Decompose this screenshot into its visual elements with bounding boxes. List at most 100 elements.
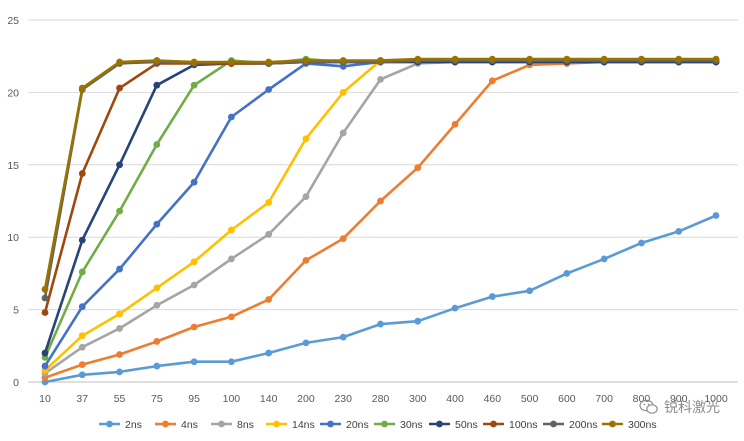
x-tick-label: 900 [670, 393, 688, 405]
data-point [414, 164, 422, 172]
data-point [638, 55, 645, 63]
data-point [302, 135, 310, 143]
y-tick-label: 10 [7, 232, 19, 244]
legend-label: 20ns [346, 419, 369, 431]
series-line [43, 59, 718, 300]
data-point [563, 55, 571, 63]
data-point [377, 75, 384, 83]
data-point [675, 228, 683, 235]
data-point [78, 361, 86, 369]
x-tick-label: 230 [334, 393, 352, 405]
x-tick-label: 37 [76, 393, 88, 405]
legend-label: 14ns [292, 419, 315, 431]
data-point [153, 284, 161, 292]
data-point [153, 301, 161, 309]
series-200ns [41, 57, 720, 302]
x-tick-label: 300 [409, 393, 427, 405]
x-tick-label: 75 [151, 393, 163, 405]
data-point [526, 55, 534, 63]
series-50ns [41, 58, 720, 357]
data-point [116, 368, 123, 376]
data-point [153, 141, 161, 148]
data-point [600, 255, 608, 263]
data-point [190, 281, 198, 289]
data-point [190, 58, 198, 66]
data-point [116, 84, 123, 92]
data-point [78, 84, 86, 92]
data-point [78, 268, 86, 276]
data-point [302, 256, 310, 264]
series-100ns [41, 57, 720, 316]
data-point [488, 55, 496, 63]
legend-marker [162, 420, 169, 428]
data-point [227, 58, 235, 66]
x-tick-label: 1000 [704, 393, 728, 405]
data-point [41, 349, 49, 357]
data-point [41, 362, 49, 370]
data-point [78, 170, 86, 177]
data-point [227, 358, 235, 366]
data-point [153, 220, 161, 228]
x-tick-label: 140 [260, 393, 278, 405]
data-point [339, 129, 347, 137]
legend-marker [218, 420, 225, 428]
series-4ns [41, 58, 720, 382]
y-tick-label: 15 [7, 160, 19, 172]
series-line [43, 214, 718, 384]
data-point [377, 57, 384, 64]
data-point [339, 89, 347, 96]
data-point [41, 309, 49, 316]
data-point [78, 236, 86, 244]
series-300ns [41, 55, 720, 293]
data-point [377, 320, 384, 328]
legend-label: 200ns [569, 419, 598, 431]
data-point [451, 304, 459, 312]
x-tick-label: 100 [223, 393, 241, 405]
data-point [302, 339, 310, 347]
legend-item: 300ns [602, 419, 657, 431]
watermark: 锐科激光 [639, 397, 720, 417]
y-tick-label: 20 [7, 87, 19, 99]
data-point [153, 338, 161, 345]
data-point [227, 113, 235, 121]
data-point [190, 81, 198, 89]
legend-label: 8ns [237, 419, 254, 431]
legend-label: 100ns [509, 419, 538, 431]
data-point [451, 120, 459, 128]
data-point [190, 358, 198, 366]
x-tick-label: 200 [297, 393, 315, 405]
data-point [339, 333, 347, 341]
data-point [116, 351, 123, 358]
legend-item: 4ns [155, 419, 198, 431]
legend-marker [327, 420, 334, 428]
data-point [227, 226, 235, 234]
legend-label: 300ns [628, 419, 657, 431]
data-point [78, 332, 86, 340]
data-point [302, 57, 310, 64]
x-tick-label: 280 [372, 393, 390, 405]
y-tick-label: 5 [13, 305, 19, 317]
legend-item: 2ns [99, 419, 142, 431]
data-point [414, 317, 422, 325]
data-point [78, 371, 86, 379]
x-tick-label: 95 [188, 393, 200, 405]
data-point [675, 55, 683, 63]
legend-item: 20ns [320, 419, 369, 431]
data-point [227, 313, 235, 321]
legend-marker [436, 420, 443, 428]
data-point [227, 255, 235, 263]
legend-marker [490, 420, 497, 428]
legend-label: 4ns [181, 419, 198, 431]
data-point [488, 293, 496, 300]
y-axis-tick-labels: 0 5 10 15 20 25 [7, 15, 19, 389]
data-point [488, 77, 496, 85]
legend-label: 50ns [455, 419, 478, 431]
data-point [41, 285, 49, 293]
data-point [451, 55, 459, 63]
data-point [563, 270, 571, 277]
legend-item: 200ns [543, 419, 598, 431]
x-tick-label: 800 [633, 393, 651, 405]
data-point [339, 235, 347, 243]
watermark-text: 锐科激光 [664, 400, 720, 416]
legend-marker [609, 420, 616, 428]
